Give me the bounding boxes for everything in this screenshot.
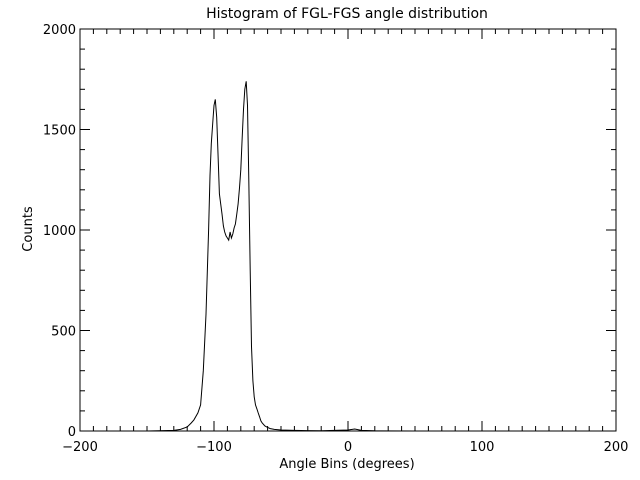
x-axis-label: Angle Bins (degrees): [279, 457, 414, 472]
x-tick-label: −200: [62, 440, 98, 455]
x-tick-label: −100: [196, 440, 232, 455]
y-tick-label: 1500: [43, 124, 76, 139]
y-tick-label: 500: [51, 325, 76, 340]
y-tick-label: 0: [68, 425, 76, 440]
y-axis-label: Counts: [21, 206, 36, 252]
plot-frame: [79, 28, 617, 432]
x-tick-label: 200: [604, 440, 629, 455]
chart-title: Histogram of FGL-FGS angle distribution: [206, 6, 488, 22]
axis-ticks: [79, 28, 617, 432]
x-tick-label: 100: [470, 440, 495, 455]
x-tick-label: 0: [344, 440, 352, 455]
series-line: [80, 81, 616, 432]
y-tick-label: 2000: [43, 23, 76, 38]
y-tick-label: 1000: [43, 224, 76, 239]
